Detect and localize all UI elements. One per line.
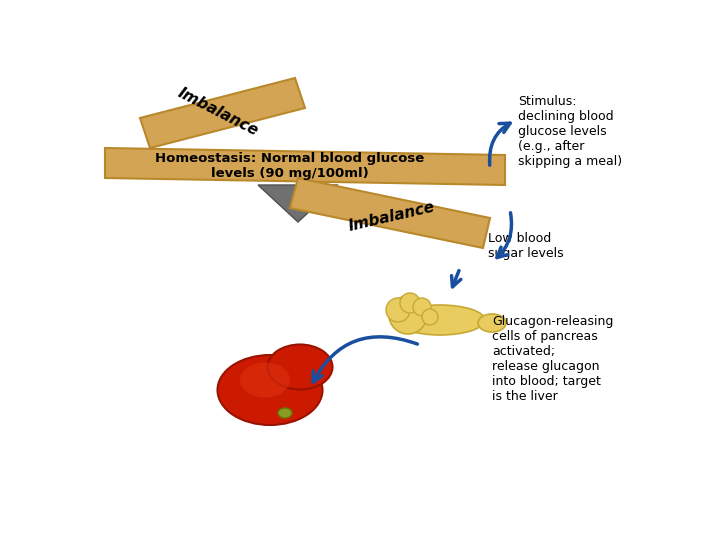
Polygon shape — [290, 178, 490, 248]
Text: Stimulus:
declining blood
glucose levels
(e.g., after
skipping a meal): Stimulus: declining blood glucose levels… — [518, 95, 622, 168]
Ellipse shape — [217, 355, 323, 425]
Text: Low blood
sugar levels: Low blood sugar levels — [488, 232, 564, 260]
Text: Imbalance: Imbalance — [347, 200, 437, 234]
Circle shape — [400, 293, 420, 313]
Polygon shape — [105, 148, 505, 185]
Ellipse shape — [389, 296, 427, 334]
Ellipse shape — [278, 408, 292, 418]
Ellipse shape — [478, 314, 506, 332]
Circle shape — [422, 309, 438, 325]
Ellipse shape — [240, 362, 290, 397]
Polygon shape — [140, 78, 305, 148]
Circle shape — [413, 298, 431, 316]
Polygon shape — [258, 185, 338, 222]
Ellipse shape — [395, 305, 485, 335]
Text: Homeostasis: Normal blood glucose
levels (90 mg/100ml): Homeostasis: Normal blood glucose levels… — [156, 152, 425, 180]
Circle shape — [386, 298, 410, 322]
Text: Imbalance: Imbalance — [175, 85, 261, 139]
Ellipse shape — [268, 345, 333, 389]
Text: Glucagon-releasing
cells of pancreas
activated;
release glucagon
into blood; tar: Glucagon-releasing cells of pancreas act… — [492, 315, 613, 403]
